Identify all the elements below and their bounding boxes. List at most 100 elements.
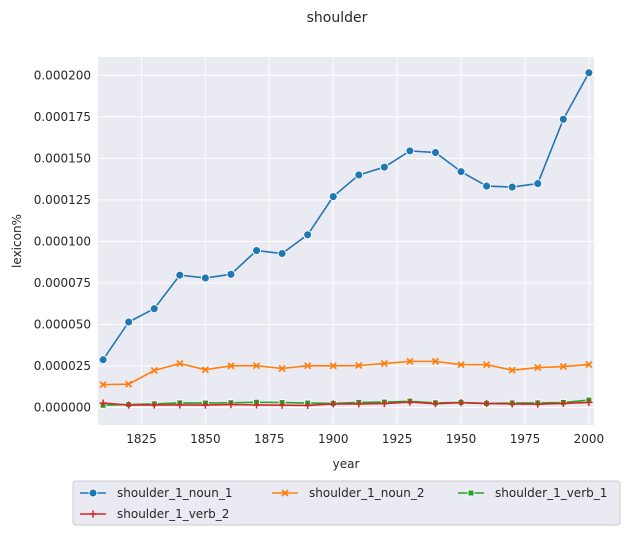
shoulder_1_noun_2-point	[252, 362, 261, 370]
shoulder_1_verb_2-point	[431, 400, 440, 408]
legend-label: shoulder_1_verb_1	[495, 486, 607, 500]
shoulder_1_noun_2-point	[125, 380, 133, 388]
shoulder_1_verb_2-point	[406, 398, 414, 406]
shoulder_1_noun_2-point	[201, 366, 209, 374]
legend-marker	[281, 489, 289, 497]
shoulder_1_noun_2-point	[585, 360, 593, 369]
shoulder_1_noun_1-point	[98, 355, 108, 365]
shoulder_1_verb_2-point	[227, 400, 235, 409]
y-axis-ticks: 0.000000 0.000025 0.000050 0.000075 0.000100…	[34, 68, 91, 414]
shoulder_1_noun_1-point	[354, 170, 364, 180]
legend-label: shoulder_1_noun_1	[117, 486, 233, 500]
shoulder_1_verb_2-point	[559, 399, 567, 408]
shoulder_1_noun_2-point	[508, 366, 516, 374]
shoulder_1_verb_2-point	[176, 401, 184, 409]
x-tick-label: 1950	[446, 432, 477, 446]
y-tick-label: 0.000025	[34, 359, 91, 373]
shoulder_1_noun_2-point	[380, 359, 388, 368]
shoulder_1_verb_2-point	[585, 398, 593, 407]
shoulder_1_verb_2-point	[304, 401, 312, 409]
shoulder_1_noun_1-point	[379, 162, 389, 172]
shoulder_1_noun_2-line	[103, 360, 589, 386]
x-tick-label: 2000	[574, 432, 605, 446]
x-tick-label: 1875	[254, 432, 285, 446]
shoulder_1_noun_2-point	[355, 361, 363, 370]
shoulder_1_verb_2-point	[252, 401, 261, 409]
shoulder_1_verb_2-point	[380, 399, 388, 408]
shoulder_1_verb_2-point	[508, 400, 516, 408]
shoulder_1_verb_2-point	[99, 399, 107, 407]
shoulder_1_noun_1-point	[533, 179, 543, 189]
shoulder_1_verb_2-point	[483, 399, 491, 408]
shoulder_1_noun_1-point	[175, 270, 185, 280]
shoulder_1_noun_2-point	[457, 361, 465, 369]
shoulder_1_noun_1-point	[277, 249, 287, 258]
shoulder_1_verb_2-line	[103, 401, 589, 407]
shoulder_1_verb_2-series	[99, 398, 593, 409]
y-axis-label: lexicon%	[10, 214, 24, 268]
y-tick-label: 0.000075	[34, 276, 91, 290]
shoulder_1_verb_2-point	[534, 400, 542, 408]
shoulder_1_noun_1-point	[252, 246, 261, 256]
shoulder_1_noun_1-series	[98, 68, 594, 365]
shoulder_1_noun_1-point	[149, 304, 159, 314]
shoulder_1_noun_1-point	[200, 273, 210, 283]
shoulder_1_verb_2-point	[457, 399, 465, 407]
x-tick-label: 1825	[126, 432, 157, 446]
x-tick-label: 1975	[510, 432, 541, 446]
shoulder_1_noun_2-point	[304, 362, 312, 370]
shoulder_1_noun_2-point	[406, 357, 414, 365]
shoulder_1_noun_2-point	[431, 357, 440, 365]
shoulder_1_noun_2-point	[559, 362, 567, 371]
shoulder_1_verb_2-point	[125, 401, 133, 409]
legend-marker	[88, 488, 98, 498]
x-axis-label: year	[333, 457, 360, 471]
legend-entry: shoulder_1_noun_2	[272, 486, 425, 500]
shoulder_1_noun_1-point	[226, 269, 236, 279]
legend-marker	[467, 489, 475, 497]
chart-title: shoulder	[307, 10, 368, 26]
legend-entry: shoulder_1_noun_1	[80, 486, 233, 500]
shoulder_1_noun_1-point	[482, 181, 492, 191]
y-tick-label: 0.000125	[34, 193, 91, 207]
shoulder_1_verb_2-point	[355, 400, 363, 408]
shoulder_1_noun_1-point	[303, 230, 313, 240]
x-tick-label: 1900	[318, 432, 349, 446]
legend-marker	[89, 510, 97, 518]
y-tick-label: 0.000150	[34, 151, 91, 165]
shoulder_1_noun_2-point	[176, 359, 184, 368]
legend-entry: shoulder_1_verb_2	[80, 507, 229, 521]
x-tick-label: 1850	[190, 432, 221, 446]
shoulder_1_noun_2-point	[534, 363, 542, 372]
y-tick-label: 0.000000	[34, 401, 91, 415]
shoulder_1_noun_1-point	[456, 167, 466, 177]
legend-label: shoulder_1_verb_2	[117, 507, 229, 521]
shoulder_1_noun_1-point	[507, 182, 517, 192]
shoulder_1_noun_2-point	[483, 361, 491, 369]
shoulder_1_noun_1-point	[124, 317, 134, 327]
shoulder_1_noun_2-point	[329, 362, 337, 370]
legend-box	[72, 480, 621, 526]
x-axis-ticks: 1825 1850 1875 1900 1925 1950 1975 2000	[126, 432, 604, 446]
shoulder_1_noun_1-point	[584, 68, 594, 78]
y-tick-label: 0.000200	[34, 68, 91, 82]
shoulder_1_verb_2-point	[150, 401, 158, 409]
legend: shoulder_1_noun_1 shoulder_1_noun_2 should…	[72, 480, 621, 526]
series-layer	[98, 68, 594, 409]
shoulder_1_noun_2-point	[99, 381, 107, 389]
shoulder_1_verb_2-point	[201, 401, 209, 409]
shoulder_1_noun_1-point	[558, 114, 568, 124]
legend-label: shoulder_1_noun_2	[309, 486, 425, 500]
y-tick-label: 0.000100	[34, 234, 91, 248]
y-tick-label: 0.000175	[34, 110, 91, 124]
shoulder_1_verb_2-point	[329, 400, 337, 408]
shoulder_1_noun_1-point	[431, 148, 440, 157]
shoulder_1_noun_2-point	[150, 366, 158, 375]
shoulder_1_verb_2-point	[278, 401, 286, 409]
shoulder_1_noun_1-point	[405, 146, 415, 156]
shoulder_1_noun_2-point	[278, 364, 286, 373]
y-tick-label: 0.000050	[34, 317, 91, 331]
x-tick-label: 1925	[382, 432, 413, 446]
legend-entry: shoulder_1_verb_1	[458, 486, 607, 500]
